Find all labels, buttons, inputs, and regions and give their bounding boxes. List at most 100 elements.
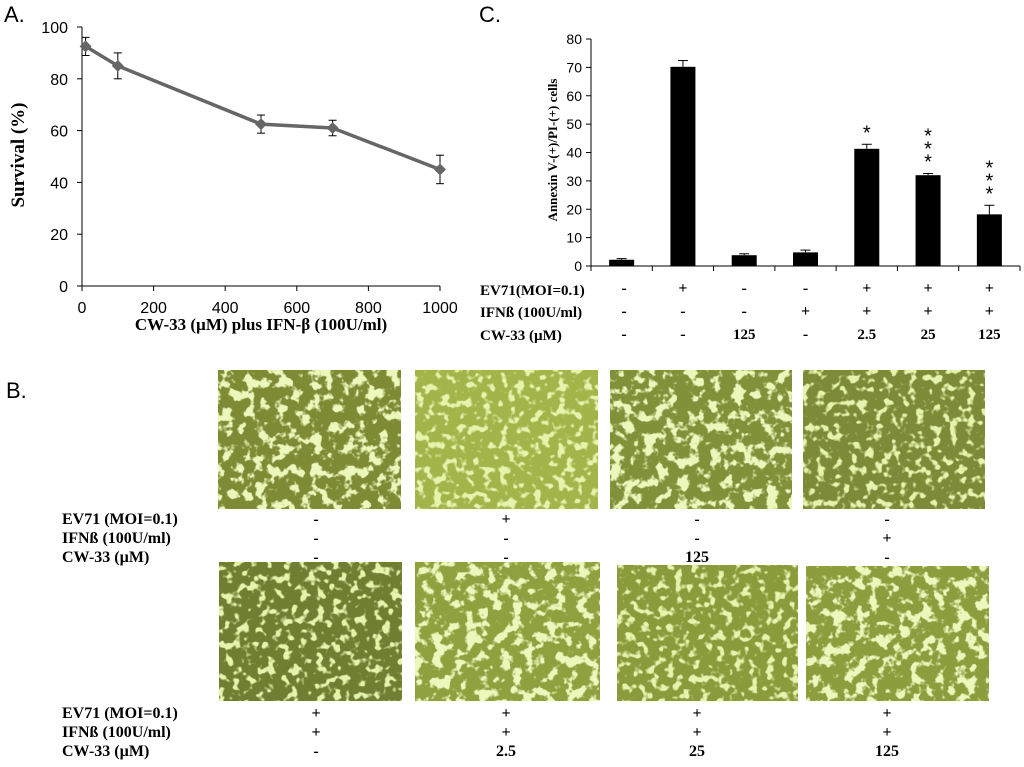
condition-value: + [801, 303, 810, 320]
x-tick-label: 200 [140, 300, 167, 317]
condition-value: - [803, 280, 808, 297]
significance-marker: * [985, 157, 993, 179]
condition-value: - [680, 303, 685, 320]
condition-value: + [985, 280, 994, 297]
x-tick-label: 800 [355, 300, 382, 317]
micrograph-condition-label: IFNß (100U/ml) [62, 530, 171, 547]
condition-value: - [680, 326, 685, 343]
chart-a-y-axis-label: Survival (%) [8, 102, 29, 207]
condition-value: + [311, 724, 320, 741]
condition-value: - [503, 530, 508, 547]
condition-value: 2.5 [496, 743, 516, 760]
condition-value: + [924, 280, 933, 297]
y-tick-label: 40 [50, 175, 68, 192]
y-tick-label: 60 [566, 88, 582, 104]
y-tick-label: 80 [50, 72, 68, 89]
chart-c-condition-label: CW-33 (µM) [480, 328, 562, 344]
micrograph [803, 370, 985, 509]
micrograph [218, 370, 401, 509]
condition-value: - [621, 280, 626, 297]
significance-marker: * [924, 138, 932, 160]
error-bar [984, 204, 995, 215]
bar [976, 214, 1002, 266]
condition-value: - [503, 549, 508, 566]
y-tick-label: 100 [41, 20, 68, 37]
x-tick-label: 0 [78, 300, 87, 317]
condition-value: + [924, 303, 933, 320]
condition-value: + [862, 303, 871, 320]
data-point [326, 122, 339, 135]
micrograph [617, 565, 798, 701]
x-tick-label: 1000 [422, 300, 458, 317]
condition-value: + [501, 511, 510, 528]
data-point [255, 118, 267, 131]
condition-value: 125 [978, 327, 1001, 343]
micrograph-condition-label: CW-33 (µM) [62, 743, 149, 760]
error-bar [616, 258, 627, 260]
bar [854, 148, 880, 266]
condition-value: - [803, 326, 808, 343]
significance-marker: * [924, 125, 932, 147]
condition-value: - [313, 530, 318, 547]
condition-value: - [742, 280, 747, 297]
survival-line-chart: 0 20 40 60 80 100 0 200 400 600 800 1000 Survival … [8, 20, 458, 334]
condition-value: + [692, 705, 701, 722]
micrograph-condition-label: IFNß (100U/ml) [62, 724, 171, 741]
micrograph-condition-label: EV71 (MOI=0.1) [62, 511, 178, 528]
y-tick-label: 60 [50, 124, 68, 141]
condition-value: + [985, 303, 994, 320]
micrograph-condition-label: CW-33 (µM) [62, 549, 149, 566]
bar [793, 252, 818, 266]
micrograph [806, 566, 989, 701]
condition-value: + [882, 530, 891, 547]
y-tick-label: 10 [566, 230, 582, 246]
condition-value: + [311, 705, 320, 722]
panel-c-letter: C. [479, 2, 501, 27]
y-tick-label: 40 [566, 145, 582, 161]
condition-value: - [884, 549, 889, 566]
condition-value: - [621, 326, 626, 343]
data-point [111, 59, 124, 72]
condition-value: 2.5 [857, 327, 876, 343]
y-tick-label: 0 [574, 258, 582, 274]
micrograph-row-1-conditions: EV71 (MOI=0.1) IFNß (100U/ml) CW-33 (µM)… [62, 511, 892, 566]
error-bar [861, 143, 872, 149]
condition-value: + [501, 705, 510, 722]
micrograph-row-1 [218, 370, 985, 509]
chart-c-condition-label: IFNß (100U/ml) [480, 305, 582, 321]
condition-value: - [313, 549, 318, 566]
error-bar [677, 60, 688, 67]
condition-value: - [884, 511, 889, 528]
error-bar [800, 249, 811, 253]
micrograph [610, 370, 792, 509]
condition-value: - [694, 530, 699, 547]
data-point [79, 40, 92, 53]
condition-value: 25 [689, 743, 705, 760]
error-bar [923, 172, 934, 176]
chart-a-y-ticks: 0 20 40 60 80 100 [41, 20, 82, 296]
bar [915, 175, 941, 266]
condition-value: 125 [685, 549, 709, 566]
micrograph-panel: EV71 (MOI=0.1) IFNß (100U/ml) CW-33 (µM)… [62, 370, 989, 760]
condition-value: + [862, 280, 871, 297]
bar [731, 255, 757, 266]
chart-a-series [79, 36, 446, 185]
condition-value: - [313, 511, 318, 528]
series-line [84, 44, 441, 172]
y-tick-label: 50 [566, 116, 582, 132]
micrograph [219, 562, 402, 701]
chart-a-x-ticks: 0 200 400 600 800 1000 [78, 286, 458, 317]
condition-value: + [678, 280, 687, 297]
condition-value: - [313, 743, 318, 760]
condition-value: - [742, 303, 747, 320]
panel-a-letter: A. [4, 2, 25, 27]
condition-value: + [882, 724, 891, 741]
condition-value: + [692, 724, 701, 741]
significance-marker: * [985, 183, 993, 205]
data-point [434, 163, 446, 176]
micrograph [415, 562, 600, 701]
condition-value: 125 [875, 743, 899, 760]
condition-value: + [882, 705, 891, 722]
chart-a-x-axis-label: CW-33 (µM) plus IFN-β (100U/ml) [135, 315, 387, 334]
